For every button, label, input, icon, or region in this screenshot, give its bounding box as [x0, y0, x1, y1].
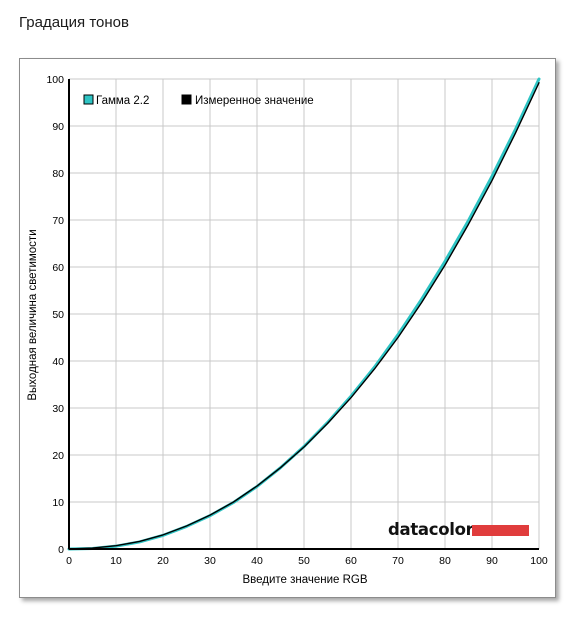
x-tick-label-7: 70: [392, 555, 404, 567]
x-tick-label-9: 90: [486, 555, 498, 567]
y-tick-label-0: 0: [58, 544, 64, 556]
x-tick-label-5: 50: [298, 555, 310, 567]
datacolor-logo: datacolor: [388, 520, 529, 539]
legend-swatch-measured: [181, 94, 192, 105]
legend-swatch-gamma: [83, 94, 94, 105]
y-tick-label-10: 100: [46, 74, 64, 86]
series-lines: [67, 77, 541, 551]
x-tick-label-8: 80: [439, 555, 451, 567]
chart-frame: 0 10 20 30 40 50 60 70 80 90 100 0 10 20 30 40 50 60 70 80 9…: [19, 58, 556, 598]
axes: [68, 79, 539, 550]
y-tick-label-2: 20: [52, 450, 64, 462]
series-line-measured: [68, 82, 540, 550]
x-tick-label-2: 20: [157, 555, 169, 567]
legend-label-gamma: Гамма 2.2: [96, 95, 149, 107]
y-tick-label-8: 80: [52, 168, 64, 180]
legend: Гамма 2.2 Измеренное значение: [83, 94, 314, 107]
y-tick-label-7: 70: [52, 215, 64, 227]
x-tick-label-0: 0: [66, 555, 72, 567]
grid-lines: [69, 78, 540, 549]
x-tick-label-1: 10: [110, 555, 122, 567]
y-tick-label-4: 40: [52, 356, 64, 368]
x-tick-label-3: 30: [204, 555, 216, 567]
datacolor-logo-bar: [472, 525, 529, 536]
x-tick-label-4: 40: [251, 555, 263, 567]
y-tick-label-6: 60: [52, 262, 64, 274]
y-tick-label-3: 30: [52, 403, 64, 415]
legend-label-measured: Измеренное значение: [195, 95, 314, 107]
x-tick-label-6: 60: [345, 555, 357, 567]
page-title: Градация тонов: [19, 14, 129, 31]
y-tick-label-1: 10: [52, 497, 64, 509]
tone-gradation-chart: 0 10 20 30 40 50 60 70 80 90 100 0 10 20 30 40 50 60 70 80 9…: [27, 74, 548, 586]
x-tick-label-10: 100: [530, 555, 548, 567]
datacolor-logo-text: datacolor: [388, 520, 475, 539]
y-axis-title: Выходная величина светимости: [27, 229, 39, 400]
y-tick-label-5: 50: [52, 309, 64, 321]
tick-labels: 0 10 20 30 40 50 60 70 80 90 100 0 10 20 30 40 50 60 70 80 9…: [46, 74, 547, 567]
y-tick-label-9: 90: [52, 121, 64, 133]
x-axis-title: Введите значение RGB: [242, 574, 367, 586]
